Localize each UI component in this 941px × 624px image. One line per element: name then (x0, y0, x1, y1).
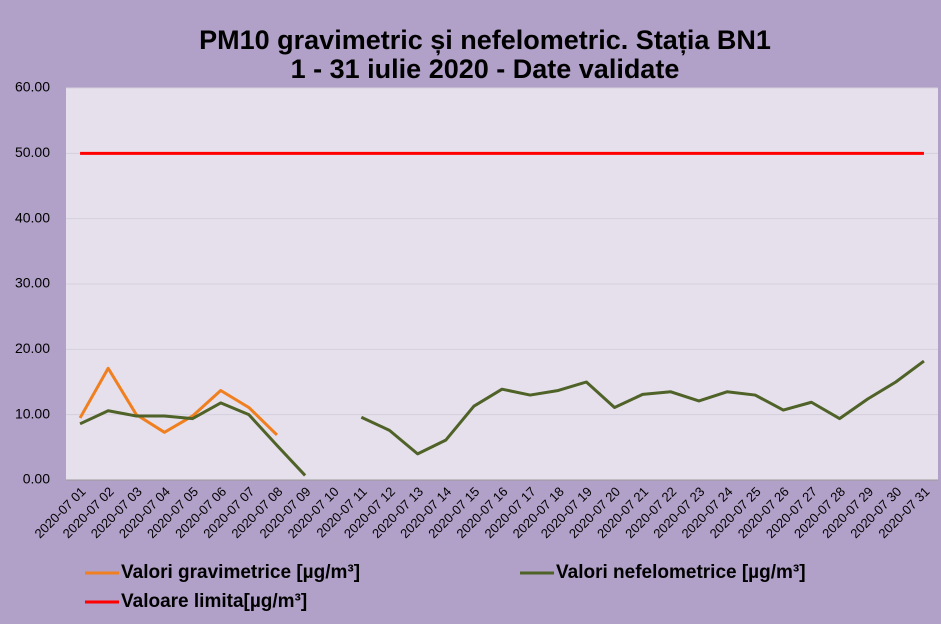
y-tick-label: 40.00 (15, 209, 50, 225)
y-tick-label: 20.00 (15, 340, 50, 356)
legend-label: Valoare limita[µg/m³] (121, 591, 307, 612)
chart-title: 1 - 31 iulie 2020 - Date validate (291, 54, 680, 84)
y-tick-label: 10.00 (15, 405, 50, 421)
legend-label: Valori nefelometrice [µg/m³] (556, 562, 806, 583)
chart-title: PM10 gravimetric și nefelometric. Stația… (199, 25, 771, 55)
data-line (78, 366, 279, 436)
data-line (79, 359, 925, 477)
y-tick-label: 50.00 (15, 144, 50, 160)
y-tick-label: 0.00 (23, 471, 50, 487)
y-tick-label: 60.00 (15, 79, 50, 95)
legend-label: Valori gravimetrice [µg/m³] (121, 562, 360, 583)
y-tick-label: 30.00 (15, 275, 50, 291)
